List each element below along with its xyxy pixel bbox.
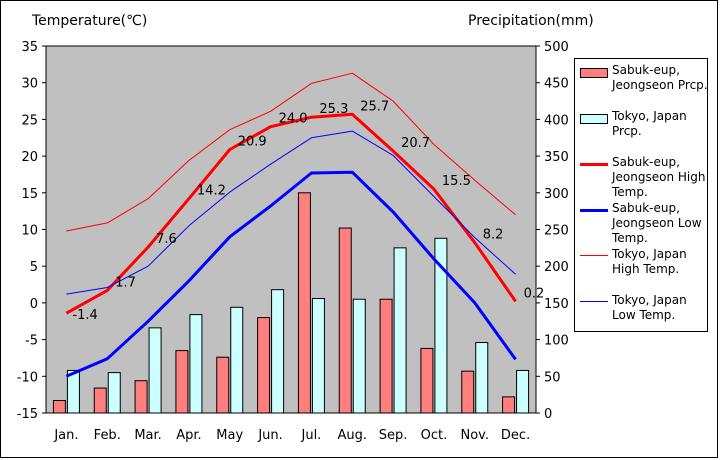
data-label: 14.2	[197, 184, 226, 199]
data-label: 8.2	[483, 228, 504, 243]
data-label: 20.9	[238, 134, 267, 149]
bar-tokyo-prcp	[107, 372, 121, 414]
x-tick-label: Mar.	[134, 428, 161, 443]
line-sabuk-low	[65, 170, 517, 378]
bar-sabuk-prcp	[216, 356, 230, 414]
legend-item: Sabuk-eup, Jeongseon High Temp.	[575, 153, 707, 199]
data-label: 0.2	[524, 286, 545, 301]
x-tick-label: Nov.	[461, 428, 490, 443]
y-right-tick-label: 0	[544, 407, 552, 422]
data-label: 25.7	[360, 99, 389, 114]
legend-label: Tokyo, Japan Prcp.	[612, 109, 687, 138]
legend-label: Tokyo, Japan Low Temp.	[612, 293, 687, 322]
x-tick-label: Apr.	[176, 428, 201, 443]
bar-tokyo-prcp	[271, 289, 285, 414]
line-sabuk-high	[65, 112, 517, 315]
legend-label: Sabuk-eup, Jeongseon Low Temp.	[612, 201, 702, 245]
x-tick-label: Sep.	[379, 428, 408, 443]
y-right-tick-label: 350	[544, 150, 569, 165]
bar-tokyo-prcp	[516, 369, 530, 414]
legend-item: Sabuk-eup, Jeongseon Prcp.	[575, 61, 708, 107]
y-left-tick-label: 15	[21, 187, 38, 202]
bar-sabuk-prcp	[52, 400, 66, 414]
x-tick-label: Jul.	[301, 428, 322, 443]
x-tick-label: Jun.	[257, 428, 282, 443]
legend: Sabuk-eup, Jeongseon Prcp. Tokyo, Japan P…	[574, 58, 708, 332]
bar-tokyo-prcp	[66, 369, 80, 414]
bar-sabuk-prcp	[134, 380, 148, 414]
legend-label: Tokyo, Japan High Temp.	[612, 247, 687, 276]
bar-sabuk-prcp	[297, 192, 311, 414]
x-tick-label: Oct.	[421, 428, 448, 443]
y-left-tick-label: 0	[30, 297, 38, 312]
y-right-tick-label: 50	[544, 370, 561, 385]
legend-item: Tokyo, Japan Low Temp.	[575, 291, 707, 337]
y-left-tick-label: 20	[21, 150, 38, 165]
legend-swatch-line	[580, 255, 608, 256]
y-axis-left-title: Temperature(℃)	[32, 13, 148, 29]
data-label: 20.7	[401, 136, 430, 151]
x-tick-label: Dec.	[501, 428, 530, 443]
y-right-tick-label: 500	[544, 40, 569, 55]
x-tick-label: Feb.	[94, 428, 121, 443]
data-label: 25.3	[319, 102, 348, 117]
y-axis-right-title: Precipitation(mm)	[468, 13, 594, 29]
data-label: 1.7	[115, 275, 136, 290]
y-right-tick-label: 400	[544, 113, 569, 128]
x-tick-label: Aug.	[337, 428, 367, 443]
bar-sabuk-prcp	[175, 350, 189, 414]
y-right-tick-label: 450	[544, 77, 569, 92]
legend-swatch-bar	[580, 114, 608, 124]
bar-tokyo-prcp	[352, 298, 366, 414]
legend-item: Sabuk-eup, Jeongseon Low Temp.	[575, 199, 707, 245]
legend-label: Sabuk-eup, Jeongseon High Temp.	[612, 155, 706, 199]
line-tokyo-low	[66, 130, 516, 295]
legend-label: Sabuk-eup, Jeongseon Prcp.	[612, 63, 708, 92]
y-left-tick-label: 5	[30, 260, 38, 275]
bar-sabuk-prcp	[93, 387, 107, 414]
legend-swatch-line	[580, 301, 608, 302]
y-left-tick-label: 10	[21, 224, 38, 239]
legend-swatch-line	[580, 209, 608, 212]
legend-swatch-line	[580, 163, 608, 166]
bar-sabuk-prcp	[338, 227, 352, 414]
legend-item: Tokyo, Japan High Temp.	[575, 245, 707, 291]
bar-sabuk-prcp	[420, 347, 434, 414]
x-tick-label: May	[216, 428, 243, 443]
bar-tokyo-prcp	[393, 247, 407, 414]
bar-sabuk-prcp	[461, 370, 475, 414]
plot-area	[45, 45, 537, 414]
y-left-tick-label: -15	[17, 407, 38, 422]
y-right-tick-label: 250	[544, 224, 569, 239]
bar-tokyo-prcp	[230, 306, 244, 414]
legend-swatch-bar	[580, 68, 608, 78]
x-tick-label: Jan.	[53, 428, 78, 443]
y-left-tick-label: 25	[21, 113, 38, 128]
y-right-tick-label: 150	[544, 297, 569, 312]
bar-tokyo-prcp	[475, 342, 489, 414]
bar-sabuk-prcp	[379, 298, 393, 414]
y-left-tick-label: 30	[21, 77, 38, 92]
y-right-tick-label: 200	[544, 260, 569, 275]
bar-tokyo-prcp	[189, 314, 203, 414]
legend-item: Tokyo, Japan Prcp.	[575, 107, 707, 153]
bar-sabuk-prcp	[257, 317, 271, 414]
bar-tokyo-prcp	[148, 327, 162, 414]
bar-sabuk-prcp	[502, 396, 516, 414]
y-left-tick-label: 35	[21, 40, 38, 55]
data-label: 7.6	[156, 232, 177, 247]
y-right-tick-label: 300	[544, 187, 569, 202]
y-left-tick-label: -10	[17, 370, 38, 385]
y-left-tick-label: -5	[25, 334, 38, 349]
bar-tokyo-prcp	[311, 297, 325, 414]
data-label: 24.0	[279, 112, 308, 127]
data-label: 15.5	[442, 174, 471, 189]
bar-tokyo-prcp	[434, 237, 448, 414]
y-right-tick-label: 100	[544, 334, 569, 349]
data-label: -1.4	[72, 308, 97, 323]
line-tokyo-high	[66, 72, 516, 232]
